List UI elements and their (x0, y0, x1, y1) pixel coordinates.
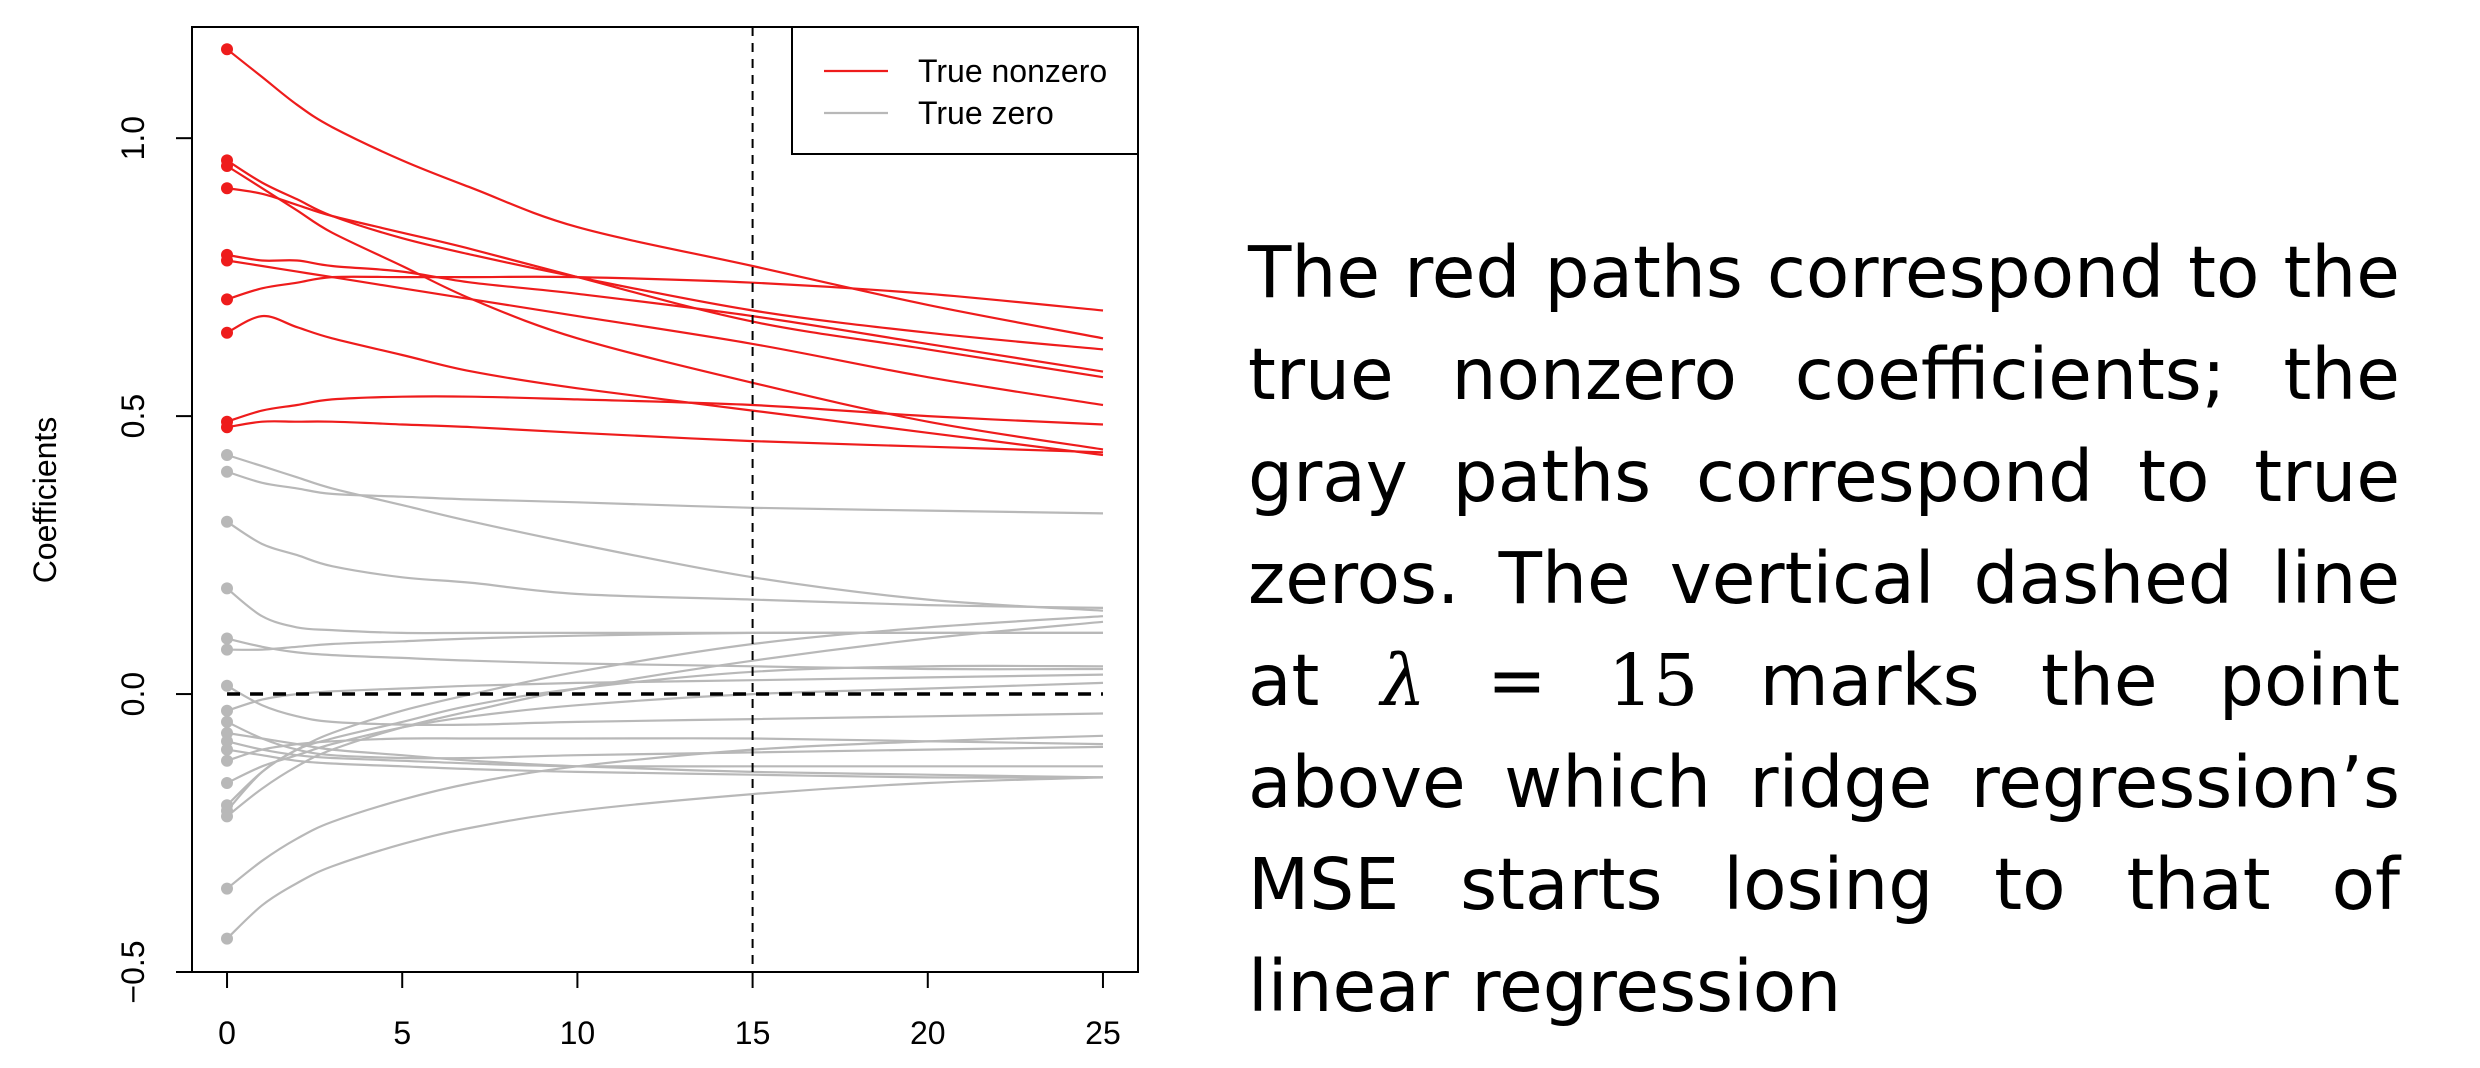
series-line-nonzero-0 (226, 48, 1104, 340)
lambda-value: 15 (1607, 639, 1699, 722)
x-tick-label: 15 (735, 1015, 771, 1051)
x-tick-label: 20 (910, 1015, 946, 1051)
start-point-nonzero-0 (221, 43, 233, 56)
start-point-nonzero-2 (221, 160, 233, 172)
series-line-zero-12 (226, 520, 1104, 609)
series-lines (226, 48, 1104, 940)
coefficient-paths-chart: 0 5 10 15 20 25 −0.5 0.0 0.5 1.0 Coefficients Tr… (27, 26, 1139, 1051)
start-point-nonzero-3 (221, 182, 233, 195)
series-line-zero-11 (226, 470, 1104, 515)
y-axis: −0.5 0.0 0.5 1.0 (115, 116, 193, 1004)
series-line-zero-21 (226, 748, 1104, 779)
caption-part-2: marks the point above which ridge regres… (1248, 639, 2400, 1028)
start-point-zero-19 (221, 727, 233, 739)
y-tick-label: 0.0 (115, 672, 151, 716)
start-point-zero-15 (221, 643, 233, 656)
x-tick-label: 10 (560, 1015, 596, 1051)
start-point-zero-22 (221, 754, 233, 767)
start-point-zero-10 (221, 449, 233, 461)
legend-label: True zero (918, 95, 1054, 131)
start-point-nonzero-7 (221, 326, 233, 339)
series-line-nonzero-6 (226, 275, 1104, 312)
series-line-zero-14 (226, 637, 1104, 671)
x-tick-label: 25 (1085, 1015, 1121, 1051)
series-line-zero-23 (226, 681, 1104, 784)
start-point-zero-23 (221, 777, 233, 789)
series-line-nonzero-8 (226, 395, 1104, 426)
series-line-zero-28 (226, 776, 1104, 940)
start-point-zero-17 (221, 704, 233, 717)
series-line-nonzero-7 (226, 314, 1104, 457)
x-axis: 0 5 10 15 20 25 (218, 971, 1121, 1051)
legend: True nonzero True zero (791, 26, 1139, 155)
series-start-points (221, 43, 233, 945)
series-line-zero-27 (226, 734, 1104, 890)
y-axis-label: Coefficients (27, 417, 63, 584)
start-point-zero-28 (221, 932, 233, 945)
series-line-nonzero-4 (226, 253, 1104, 373)
series-line-zero-25 (226, 615, 1104, 812)
series-line-zero-16 (226, 684, 1104, 727)
start-point-zero-16 (221, 679, 233, 692)
y-tick-label: 0.5 (115, 394, 151, 438)
series-line-zero-15 (226, 631, 1103, 651)
caption-text: The red paths correspond to the true non… (1248, 222, 2400, 1038)
series-line-zero-22 (226, 737, 1104, 762)
equals-sign: = (1425, 639, 1608, 722)
start-point-zero-27 (221, 882, 233, 895)
start-point-zero-11 (221, 465, 233, 478)
legend-box (791, 26, 1139, 155)
start-point-zero-21 (221, 743, 233, 756)
start-point-nonzero-9 (221, 421, 233, 434)
legend-label: True nonzero (918, 53, 1107, 89)
series-line-nonzero-5 (226, 259, 1104, 407)
x-tick-label: 0 (218, 1015, 236, 1051)
series-line-zero-26 (226, 620, 1104, 818)
series-line-nonzero-9 (226, 420, 1104, 454)
x-tick-label: 5 (393, 1015, 411, 1051)
series-line-nonzero-1 (226, 159, 1104, 351)
start-point-zero-14 (221, 632, 233, 645)
start-point-zero-26 (221, 810, 233, 823)
plot-frame (191, 26, 1139, 973)
start-point-zero-12 (221, 515, 233, 528)
start-point-zero-13 (221, 582, 233, 595)
start-point-nonzero-6 (221, 293, 233, 306)
y-tick-label: −0.5 (115, 940, 151, 1003)
start-point-zero-18 (221, 715, 233, 728)
series-line-nonzero-2 (226, 165, 1104, 451)
start-point-zero-20 (221, 735, 233, 748)
start-point-nonzero-5 (221, 254, 233, 267)
series-line-nonzero-3 (226, 187, 1104, 379)
series-line-zero-10 (226, 453, 1104, 612)
y-tick-label: 1.0 (115, 116, 151, 160)
caption-part-1: The red paths correspond to the true non… (1248, 231, 2400, 722)
lambda-symbol: λ (1380, 639, 1426, 722)
series-line-zero-13 (226, 587, 1103, 635)
